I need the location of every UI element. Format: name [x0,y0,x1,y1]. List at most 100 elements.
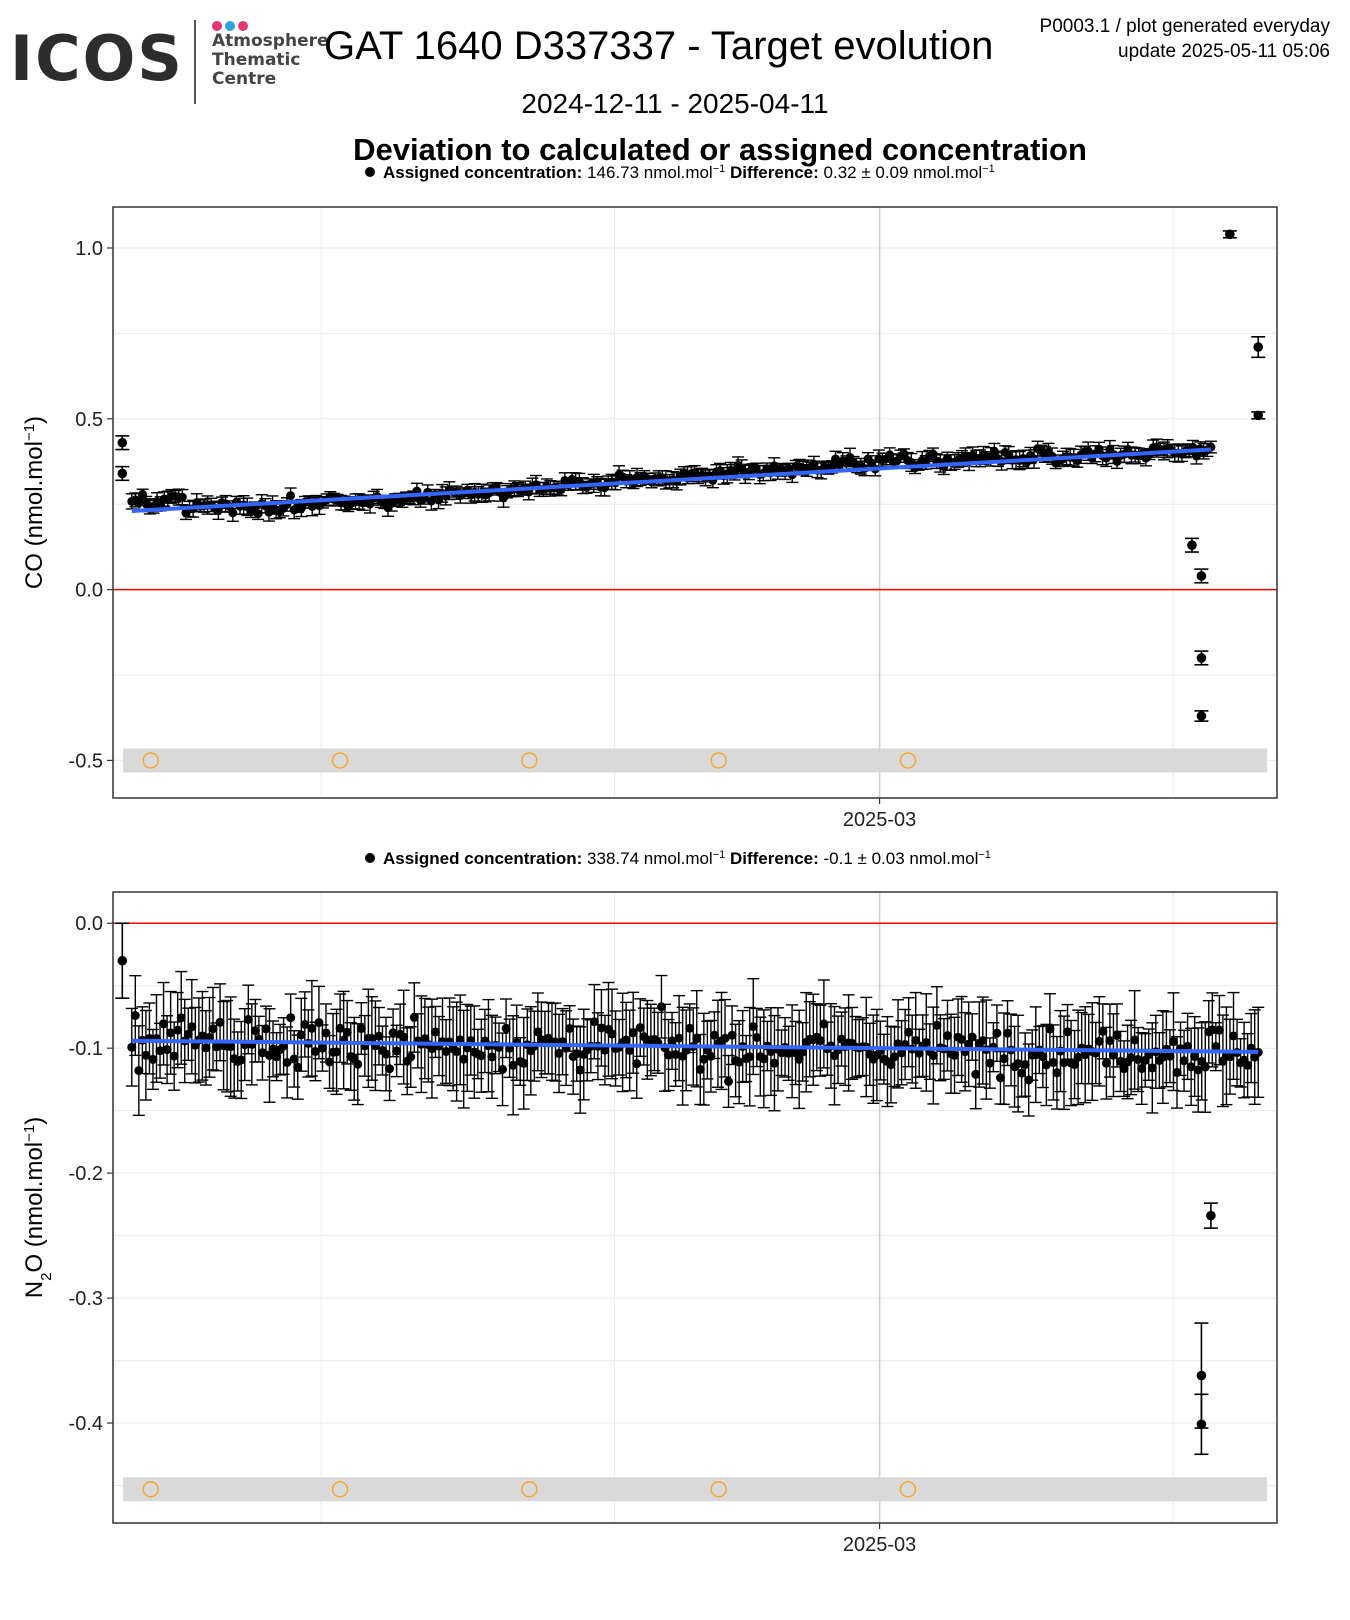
data-point [734,1057,744,1067]
data-point [353,1059,363,1069]
data-point [141,1050,151,1060]
data-point [452,1047,462,1057]
legend-part-0: Assigned concentration: [383,849,587,868]
legend-marker [365,167,375,177]
data-point [589,1017,599,1027]
flag-marker [899,1481,917,1498]
data-point [406,1052,416,1062]
data-point [501,1023,511,1033]
y-tick-label: 0.0 [75,580,103,602]
data-point [745,1052,755,1062]
data-point [264,1051,274,1061]
y-axis-title-part-0: N [21,1281,48,1298]
data-point [176,1013,186,1023]
data-point [208,1024,218,1034]
data-point [596,1023,606,1033]
logo-wordmark: ICOS [10,22,184,95]
data-point [724,1076,734,1086]
y-tick-label: -0.5 [69,750,103,772]
data-point [307,1023,317,1033]
data-point [928,1051,938,1061]
y-axis-title-part-0: CO (nmol.mol [21,441,48,589]
date-range: 2024-12-11 - 2025-04-11 [521,88,829,119]
outlier-point [117,955,128,966]
y-tick-label: -0.1 [69,1038,103,1060]
data-point [1003,1028,1013,1038]
data-point [667,1036,677,1046]
data-point [476,1051,486,1061]
data-point [1052,1068,1062,1078]
data-point [243,1014,253,1024]
outlier-point [1196,571,1207,581]
data-point [1137,1063,1147,1073]
data-point [236,1055,246,1065]
outlier-point [1225,229,1235,240]
data-point [430,1027,440,1037]
legend-part-2: −1 [713,163,726,175]
data-point [752,1032,762,1042]
data-point [1214,1025,1224,1035]
outlier-point [1196,1370,1207,1381]
data-point [625,1045,635,1055]
data-point [572,1049,582,1059]
data-point [932,1020,942,1030]
data-point [942,1031,952,1041]
logo-dot-3 [238,21,248,31]
data-point [575,1065,585,1075]
legend-part-2: −1 [713,849,726,861]
y-tick-label: 1.0 [75,238,103,260]
meta-line-1: P0003.1 / plot generated everyday [1039,16,1330,37]
data-point [388,1028,398,1038]
data-point [1243,1060,1253,1070]
data-point [971,1069,981,1079]
data-point [1179,1056,1189,1066]
data-point [794,1054,804,1064]
chart-panel-n2o: Assigned concentration: 338.74 nmol.mol−… [21,849,1278,1556]
logo-line-2: Thematic [212,50,301,70]
data-point [766,1047,776,1057]
y-tick-label: 0.0 [75,913,103,935]
y-axis-title-part-3: −1 [21,1125,38,1142]
data-point [215,1017,225,1027]
flag-marker [142,752,159,769]
data-point [335,1023,345,1033]
data-point [1101,1058,1111,1068]
data-point [342,1027,352,1037]
flag-marker [710,1481,727,1498]
data-point [261,1024,271,1034]
data-point [1059,1058,1069,1068]
data-point [729,467,739,477]
data-point [1070,1060,1080,1070]
data-point [759,1054,769,1064]
y-axis-title-part-2: O (nmol.mol [21,1142,48,1273]
data-point [692,1034,702,1044]
data-point [1083,446,1093,456]
outlier-point [1253,410,1264,421]
data-point [399,1032,409,1042]
data-point [727,1030,737,1040]
data-point [950,1050,960,1060]
data-point [159,1019,169,1029]
data-point [1098,1026,1108,1036]
legend-marker [365,853,375,863]
data-point [1186,1062,1196,1072]
data-point [709,1030,719,1040]
data-point [748,1022,758,1032]
data-point [296,1030,306,1040]
data-point [1225,1052,1235,1062]
data-point [201,1043,211,1053]
data-point [1105,1036,1115,1046]
logo-dot-1 [212,21,222,31]
data-point [272,1052,282,1062]
data-point [130,1010,140,1020]
plot-meta: P0003.1 / plot generated everyday update… [1040,14,1330,64]
data-point [519,1058,529,1068]
outlier-point [117,437,128,448]
flag-marker [521,1481,538,1498]
flag-marker [710,752,727,769]
page-title: GAT 1640 D337337 - Target evolution [324,24,994,68]
data-point [1133,1055,1143,1065]
data-point [356,1024,366,1034]
data-point [1045,1024,1055,1034]
